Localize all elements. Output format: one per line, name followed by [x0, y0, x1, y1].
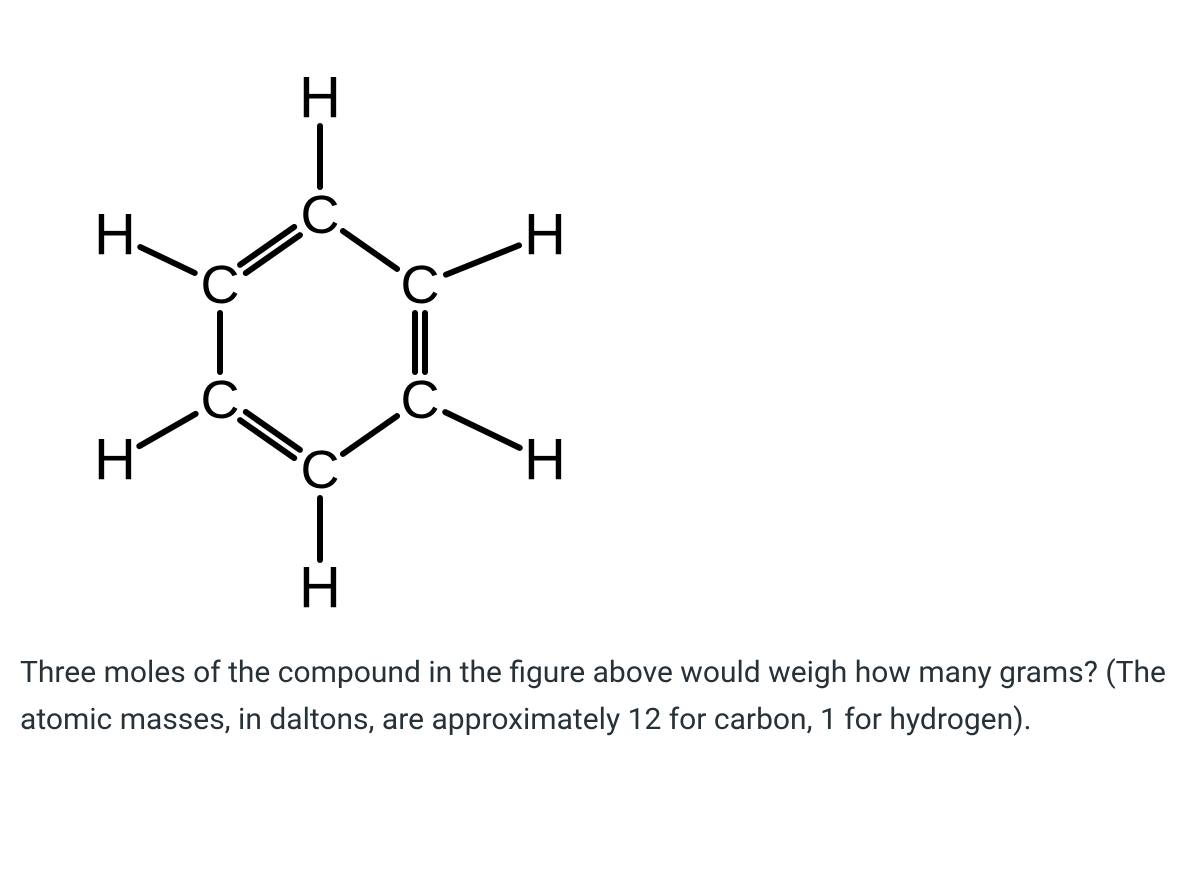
hydrogen-atom-label: H [94, 431, 136, 489]
bond-line [446, 245, 519, 274]
hydrogen-atom-label: H [524, 206, 566, 264]
bond-line [139, 414, 195, 446]
hydrogen-atom-label: H [299, 559, 341, 617]
bond-line [445, 412, 520, 448]
carbon-atom-label: C [401, 373, 440, 427]
hydrogen-atom-label: H [299, 69, 341, 127]
page: C C C C C C H H H H H H Three moles of the compound… [0, 0, 1200, 873]
hydrogen-atom-label: H [524, 431, 566, 489]
carbon-atom-label: C [401, 258, 440, 312]
carbon-atom-label: C [301, 443, 340, 497]
question-text: Three moles of the compound in the figur… [20, 650, 1180, 743]
molecule-structure: C C C C C C H H H H H H [40, 40, 600, 620]
bond-line [343, 231, 397, 269]
hydrogen-atom-label: H [94, 206, 136, 264]
carbon-atom-label: C [201, 258, 240, 312]
bond-line [343, 416, 397, 454]
carbon-atom-label: C [301, 188, 340, 242]
carbon-atom-label: C [201, 373, 240, 427]
bond-line [140, 247, 194, 273]
